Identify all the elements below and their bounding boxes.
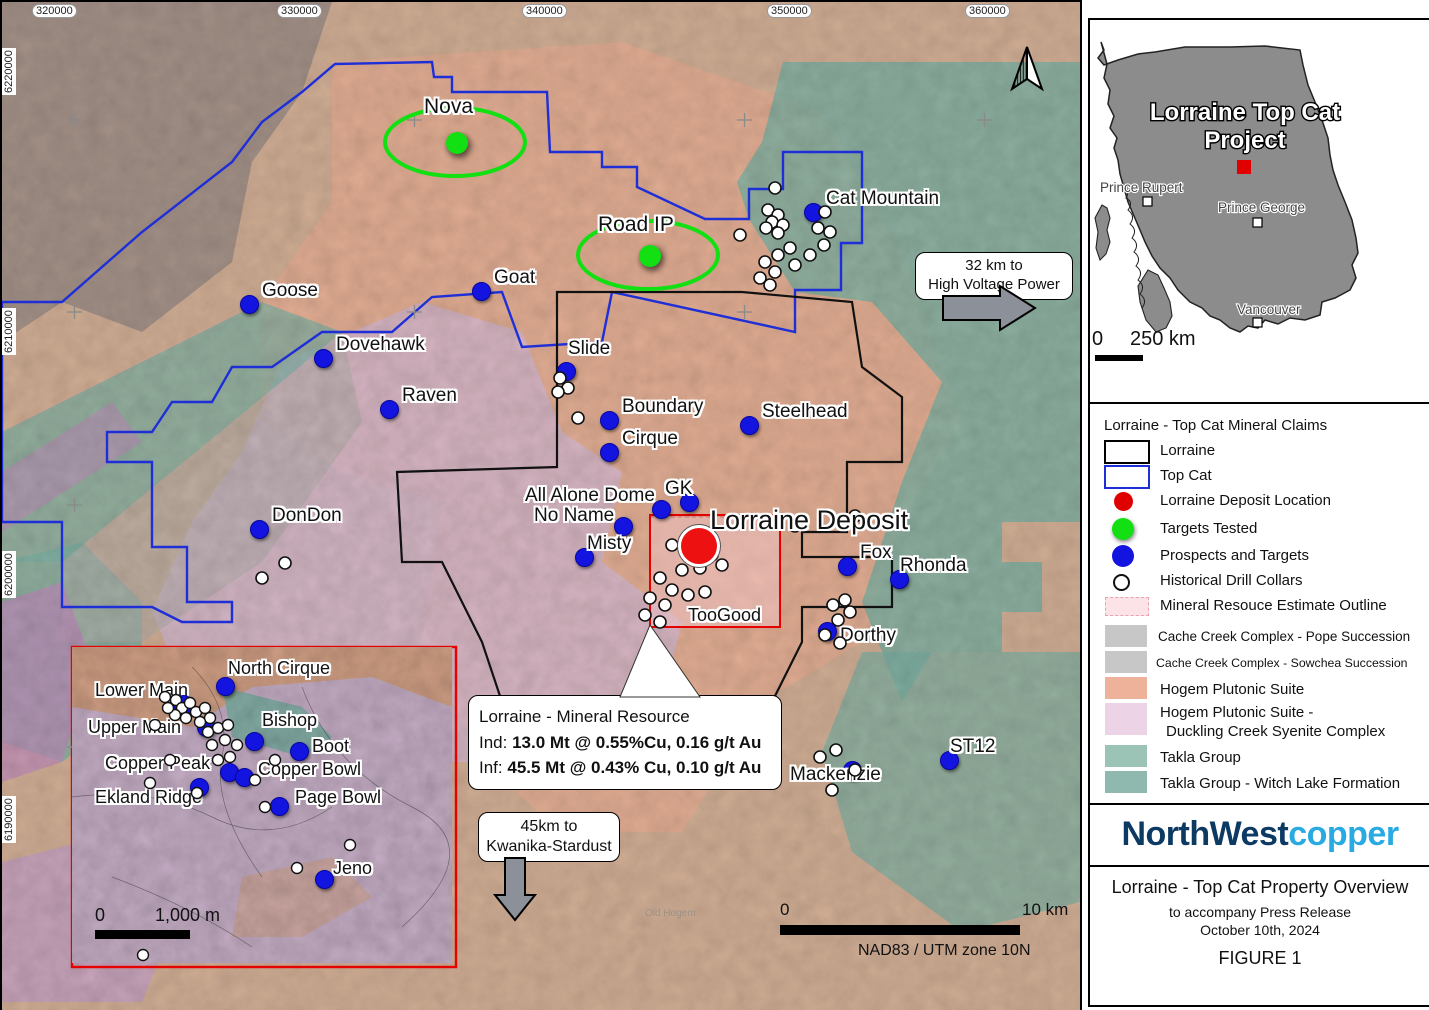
svg-text:Project: Project (1204, 127, 1285, 154)
svg-text:0: 0 (1092, 328, 1103, 350)
svg-text:Vancouver: Vancouver (1237, 302, 1301, 317)
svg-text:Lorraine Top Cat: Lorraine Top Cat (1150, 99, 1340, 126)
svg-text:250 km: 250 km (1130, 328, 1196, 350)
svg-text:Prince George: Prince George (1218, 200, 1305, 215)
svg-text:Prince Rupert: Prince Rupert (1100, 180, 1183, 195)
